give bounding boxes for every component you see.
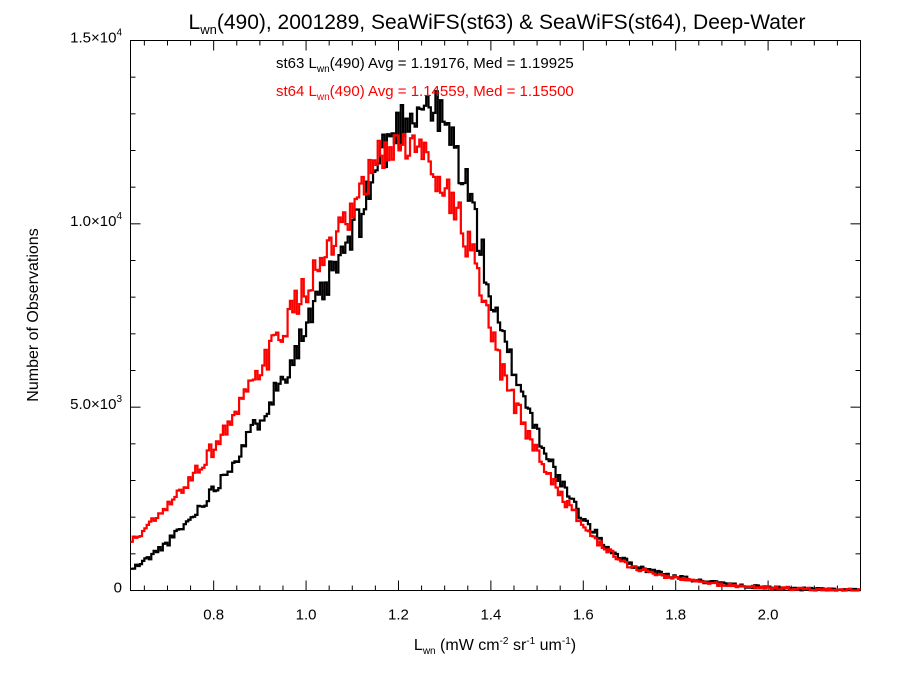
xlabel-exp2: -1 [526, 636, 535, 647]
y-axis-ticks: 0 5.0×103 1.0×104 1.5×104 [70, 28, 861, 597]
xlabel-symbol-sub: wn [422, 646, 436, 657]
legend-st64-post: (490) Avg = 1.14559, Med = 1.15500 [330, 83, 574, 100]
y-tick-label: 1.5×104 [70, 28, 122, 47]
legend-st63-pre: st63 L [276, 55, 317, 72]
plot-frame [130, 40, 861, 591]
xlabel-units-open: (mW cm [436, 637, 500, 654]
xlabel-exp3: -1 [562, 636, 571, 647]
title-rest: (490), 2001289, SeaWiFS(st63) & SeaWiFS(… [217, 11, 806, 34]
y-tick-label: 0 [114, 580, 122, 597]
legend-st63-sub: wn [316, 64, 330, 75]
xlabel-close: ) [571, 637, 576, 654]
x-tick-label: 1.2 [388, 607, 409, 624]
legend-st64-sub: wn [316, 92, 330, 103]
xlabel-sr: sr [509, 637, 527, 654]
x-tick-label: 1.0 [296, 607, 317, 624]
xlabel-symbol: L [414, 637, 423, 654]
y-axis-label: Number of Observations [25, 228, 42, 401]
y-tick-label: 1.0×104 [70, 211, 122, 230]
chart-title: Lwn(490), 2001289, SeaWiFS(st63) & SeaWi… [189, 11, 806, 37]
y-tick-label: 5.0×103 [70, 394, 122, 413]
x-tick-label: 0.8 [203, 607, 224, 624]
series-st64-histogram [130, 133, 861, 592]
xlabel-exp1: -2 [500, 636, 509, 647]
x-tick-label: 1.6 [573, 607, 594, 624]
x-axis-label: Lwn (mW cm-2 sr-1 um-1) [414, 636, 576, 657]
title-symbol-sub: wn [199, 22, 217, 37]
x-tick-label: 1.8 [665, 607, 686, 624]
x-axis-ticks: 0.8 1.0 1.2 1.4 1.6 1.8 2.0 [143, 40, 861, 624]
legend-st63: st63 Lwn(490) Avg = 1.19176, Med = 1.199… [276, 55, 574, 75]
x-tick-label: 1.4 [480, 607, 501, 624]
legend-st64-pre: st64 L [276, 83, 317, 100]
title-symbol: L [189, 11, 201, 34]
legend-st64: st64 Lwn(490) Avg = 1.14559, Med = 1.155… [276, 83, 574, 103]
xlabel-um: um [535, 637, 562, 654]
x-tick-label: 2.0 [758, 607, 779, 624]
legend-st63-post: (490) Avg = 1.19176, Med = 1.19925 [330, 55, 574, 72]
series-group [130, 90, 861, 592]
